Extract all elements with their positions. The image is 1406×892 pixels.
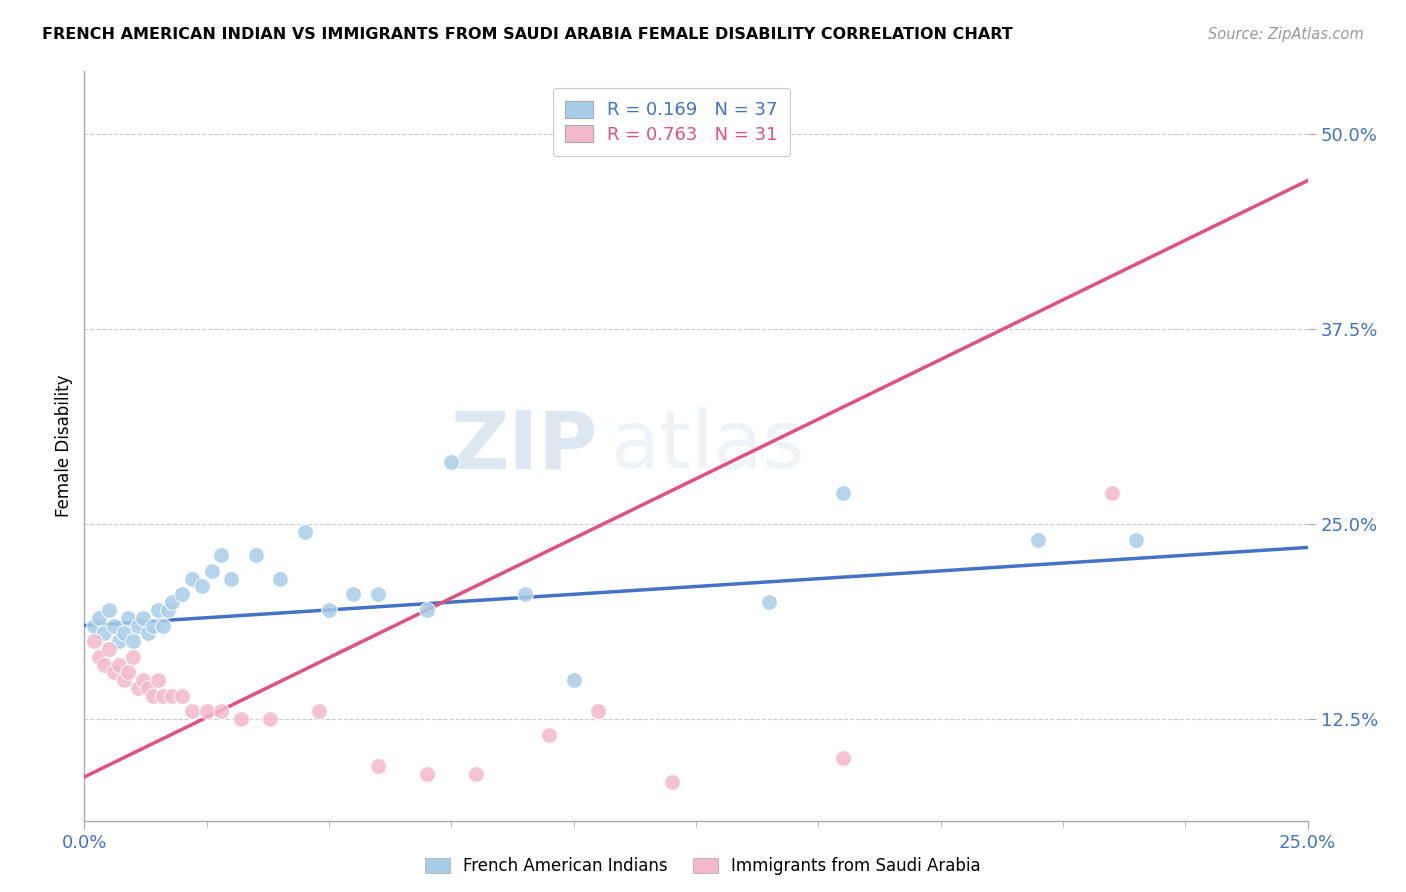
- Point: [245, 548, 267, 563]
- Point: [831, 485, 853, 500]
- Point: [318, 603, 340, 617]
- Point: [661, 774, 683, 789]
- Point: [367, 759, 389, 773]
- Point: [195, 705, 218, 719]
- Point: [181, 705, 204, 719]
- Point: [538, 728, 561, 742]
- Point: [172, 689, 194, 703]
- Point: [103, 665, 125, 680]
- Text: FRENCH AMERICAN INDIAN VS IMMIGRANTS FROM SAUDI ARABIA FEMALE DISABILITY CORRELA: FRENCH AMERICAN INDIAN VS IMMIGRANTS FRO…: [42, 27, 1012, 42]
- Point: [416, 767, 439, 781]
- Point: [146, 603, 169, 617]
- Point: [127, 681, 149, 695]
- Point: [1028, 533, 1050, 547]
- Point: [562, 673, 585, 688]
- Point: [136, 681, 159, 695]
- Point: [112, 673, 135, 688]
- Point: [93, 657, 115, 672]
- Point: [152, 689, 174, 703]
- Point: [87, 649, 110, 664]
- Point: [259, 712, 281, 726]
- Point: [117, 611, 139, 625]
- Point: [132, 673, 155, 688]
- Point: [586, 705, 609, 719]
- Point: [97, 642, 120, 657]
- Point: [464, 767, 486, 781]
- Point: [229, 712, 252, 726]
- Point: [416, 603, 439, 617]
- Point: [513, 587, 536, 601]
- Point: [122, 634, 145, 648]
- Point: [162, 595, 184, 609]
- Point: [219, 572, 242, 586]
- Point: [367, 587, 389, 601]
- Point: [83, 618, 105, 632]
- Point: [136, 626, 159, 640]
- Point: [440, 455, 463, 469]
- Point: [1101, 485, 1123, 500]
- Point: [162, 689, 184, 703]
- Point: [758, 595, 780, 609]
- Legend: R = 0.169   N = 37, R = 0.763   N = 31: R = 0.169 N = 37, R = 0.763 N = 31: [553, 88, 790, 156]
- Point: [342, 587, 364, 601]
- Point: [152, 618, 174, 632]
- Point: [200, 564, 222, 578]
- Point: [142, 689, 165, 703]
- Text: atlas: atlas: [610, 407, 804, 485]
- Point: [93, 626, 115, 640]
- Point: [107, 634, 129, 648]
- Point: [294, 524, 316, 539]
- Point: [87, 611, 110, 625]
- Point: [1125, 533, 1147, 547]
- Point: [103, 618, 125, 632]
- Point: [117, 665, 139, 680]
- Point: [308, 705, 330, 719]
- Text: ZIP: ZIP: [451, 407, 598, 485]
- Y-axis label: Female Disability: Female Disability: [55, 375, 73, 517]
- Legend: French American Indians, Immigrants from Saudi Arabia: French American Indians, Immigrants from…: [416, 849, 990, 884]
- Point: [172, 587, 194, 601]
- Point: [127, 618, 149, 632]
- Point: [142, 618, 165, 632]
- Point: [209, 548, 232, 563]
- Point: [146, 673, 169, 688]
- Point: [122, 649, 145, 664]
- Point: [156, 603, 179, 617]
- Text: Source: ZipAtlas.com: Source: ZipAtlas.com: [1208, 27, 1364, 42]
- Point: [112, 626, 135, 640]
- Point: [831, 751, 853, 765]
- Point: [83, 634, 105, 648]
- Point: [132, 611, 155, 625]
- Point: [269, 572, 291, 586]
- Point: [181, 572, 204, 586]
- Point: [191, 580, 214, 594]
- Point: [209, 705, 232, 719]
- Point: [97, 603, 120, 617]
- Point: [107, 657, 129, 672]
